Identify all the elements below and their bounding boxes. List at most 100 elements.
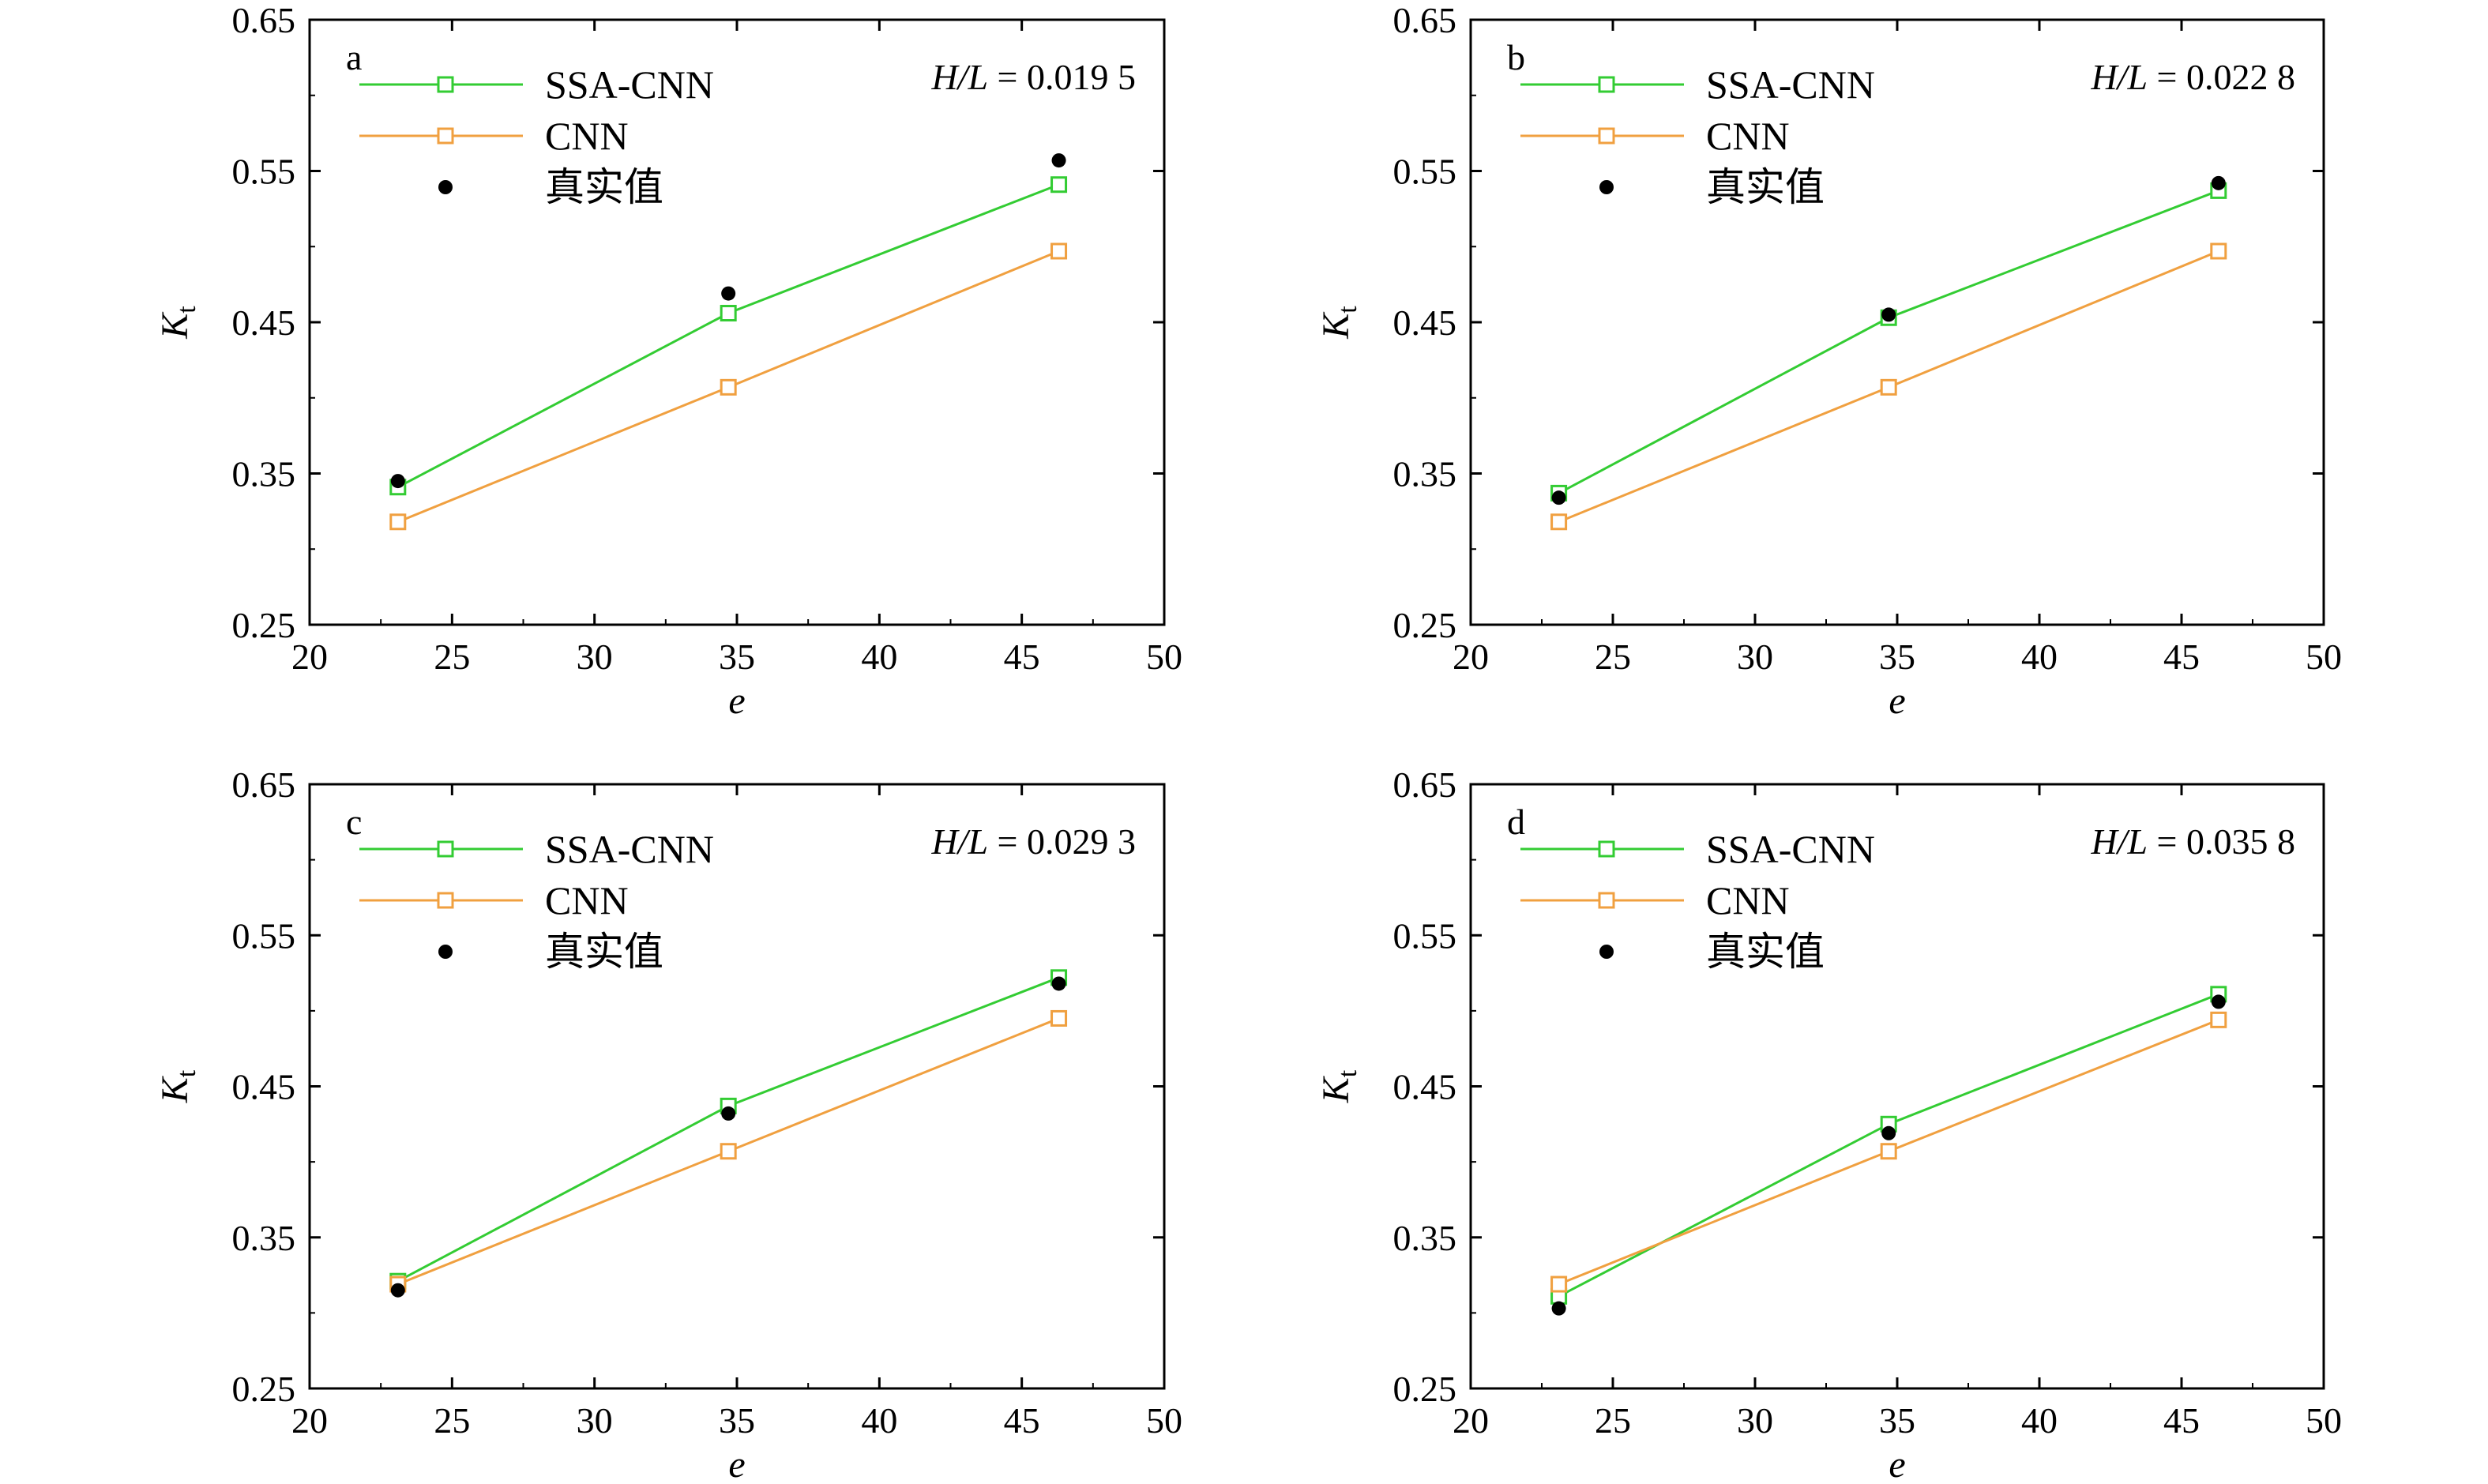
hl-annotation-eq: = (988, 57, 1027, 97)
legend-label: 真实值 (545, 930, 663, 974)
y-axis-label: Kt (1315, 1069, 1362, 1103)
y-tick-label: 0.25 (1393, 1369, 1457, 1409)
legend-label: SSA-CNN (545, 827, 714, 871)
data-point-dot (2211, 994, 2226, 1009)
x-tick-label: 30 (577, 1400, 613, 1441)
y-tick-label: 0.55 (1393, 152, 1457, 192)
x-tick-label: 40 (861, 1400, 897, 1441)
hl-annotation-var: H/L (2090, 821, 2148, 862)
hl-annotation: H/L = 0.029 3 (930, 821, 1136, 862)
x-tick-label: 40 (861, 637, 897, 677)
legend-item: 真实值 (438, 165, 663, 209)
legend-label: SSA-CNN (545, 62, 714, 107)
y-tick-label: 0.45 (232, 1067, 296, 1107)
legend-dot-marker (1599, 180, 1614, 194)
y-tick-label: 0.25 (1393, 605, 1457, 645)
legend-dot-marker (1599, 945, 1614, 959)
chart-panel-a: 20 25 30 35 40 45 50 0.25 0.35 0.45 0.55 0.65 e Kt a H/… (154, 0, 1182, 722)
y-axis-label: Kt (154, 306, 201, 340)
y-tick-label: 0.65 (232, 765, 296, 805)
x-tick-label: 35 (719, 637, 755, 677)
x-axis-label: e (728, 680, 745, 722)
legend-square-marker (1598, 892, 1615, 909)
y-tick-label: 0.45 (1393, 1067, 1457, 1107)
y-axis-label-main: K (1315, 1075, 1357, 1103)
data-point-square (1880, 1143, 1897, 1160)
data-point-dot (1551, 1301, 1566, 1316)
series-CNN (1550, 1011, 2227, 1293)
hl-annotation: H/L = 0.022 8 (2090, 57, 2295, 97)
series-CNN (1550, 242, 2227, 531)
legend-item: SSA-CNN (1520, 62, 1875, 107)
data-point-square (1050, 242, 1068, 260)
x-tick-label: 45 (1004, 637, 1040, 677)
y-axis-label-sub: t (1333, 1069, 1362, 1077)
legend-item: CNN (359, 878, 629, 922)
data-point-square (2210, 1011, 2227, 1028)
series-line (397, 183, 1060, 489)
hl-annotation-eq: = (2148, 821, 2186, 862)
y-tick-label: 0.35 (1393, 1218, 1457, 1258)
y-axis-label-sub: t (172, 1069, 201, 1077)
y-tick-label: 0.45 (1393, 302, 1457, 343)
legend-label: SSA-CNN (1706, 62, 1875, 107)
legend-item: SSA-CNN (359, 62, 714, 107)
series-CNN (389, 1009, 1068, 1293)
x-tick-label: 45 (1004, 1400, 1040, 1441)
y-tick-label: 0.25 (232, 1369, 296, 1409)
legend-label: 真实值 (1706, 930, 1825, 974)
x-tick-label: 50 (2306, 637, 2342, 677)
y-tick-label: 0.55 (232, 915, 296, 956)
y-tick-label: 0.25 (232, 605, 296, 645)
x-tick-label: 20 (291, 637, 328, 677)
series-真实值 (390, 153, 1066, 489)
y-tick-label: 0.55 (232, 152, 296, 192)
x-tick-label: 20 (1453, 1400, 1489, 1441)
legend-item: SSA-CNN (1520, 827, 1875, 871)
series-SSA-CNN (1550, 182, 2227, 502)
panel-letter: d (1507, 802, 1525, 842)
legend-square-marker (437, 892, 454, 909)
x-tick-label: 30 (577, 637, 613, 677)
x-axis-label: e (728, 1444, 745, 1484)
data-point-square (1550, 1275, 1568, 1293)
x-tick-label: 50 (1146, 637, 1182, 677)
hl-annotation-eq: = (988, 821, 1027, 862)
y-tick-label: 0.45 (232, 302, 296, 343)
y-tick-label: 0.35 (232, 1218, 296, 1258)
chart-panel-d: 20 25 30 35 40 45 50 0.25 0.35 0.45 0.55 0.65 e Kt d H/… (1315, 765, 2342, 1484)
x-tick-label: 45 (2163, 637, 2200, 677)
data-point-dot (1051, 976, 1066, 991)
plot-frame (308, 18, 1166, 626)
x-tick-label: 35 (719, 1400, 755, 1441)
x-tick-label: 35 (1879, 1400, 1915, 1441)
y-axis-label-main: K (1315, 311, 1357, 340)
data-point-square (720, 378, 737, 396)
legend-item: CNN (1520, 114, 1790, 158)
data-point-square (1050, 176, 1068, 193)
data-point-square (1880, 378, 1897, 396)
legend-square-marker (1598, 840, 1615, 858)
series-CNN (389, 242, 1068, 531)
x-tick-label: 50 (1146, 1400, 1182, 1441)
data-point-dot (1051, 153, 1066, 168)
x-tick-label: 25 (434, 637, 470, 677)
data-point-square (389, 513, 407, 531)
legend-square-marker (1598, 127, 1615, 145)
x-tick-label: 50 (2306, 1400, 2342, 1441)
y-tick-label: 0.65 (1393, 0, 1457, 40)
series-SSA-CNN (389, 969, 1068, 1290)
x-tick-label: 25 (1595, 1400, 1631, 1441)
legend-square-marker (437, 840, 454, 858)
y-tick-label: 0.55 (1393, 915, 1457, 956)
hl-annotation-var: H/L (2090, 57, 2148, 97)
chart-panel-b: 20 25 30 35 40 45 50 0.25 0.35 0.45 0.55 0.65 e Kt b H/… (1315, 0, 2342, 722)
legend-label: CNN (1706, 114, 1790, 158)
data-point-dot (1551, 490, 1566, 505)
x-axis-label: e (1889, 680, 1905, 722)
legend-item: CNN (359, 114, 629, 158)
data-point-square (720, 1143, 737, 1160)
legend-dot-marker (438, 180, 453, 194)
panel-letter: a (346, 37, 362, 77)
hl-annotation-var: H/L (930, 57, 988, 97)
